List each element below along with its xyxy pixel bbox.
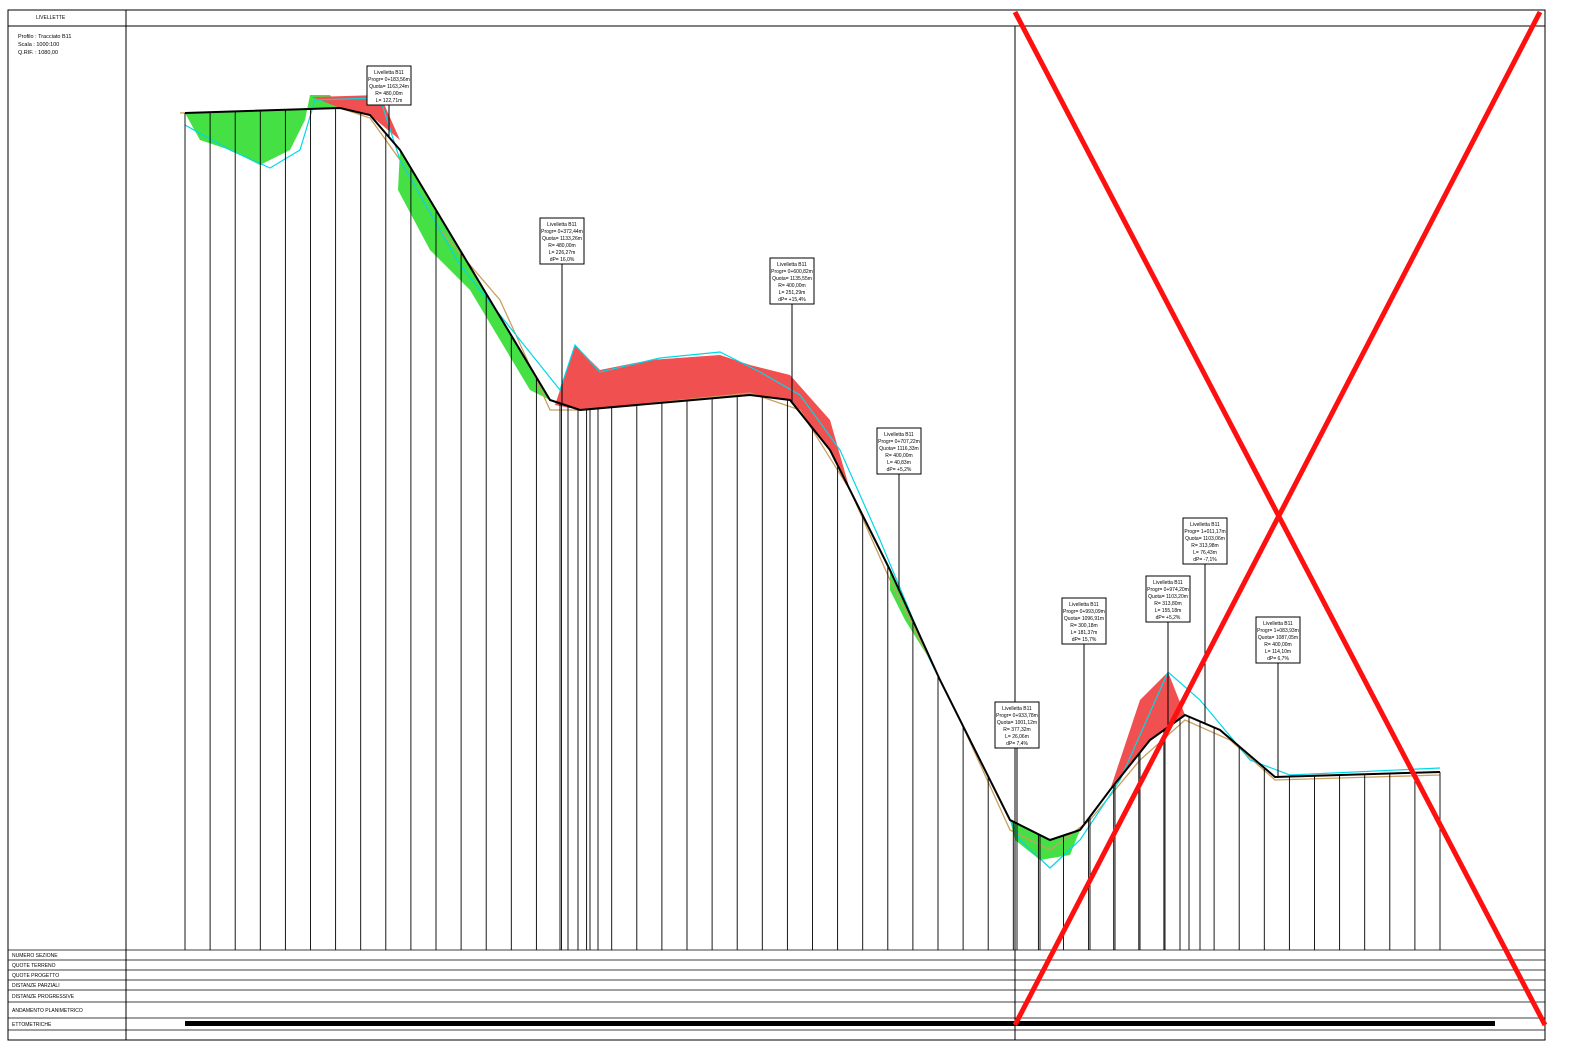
vertex-line: Quota= 1096,91m — [1064, 616, 1104, 622]
fill-area — [555, 345, 850, 490]
vertex-line: L= 155,18m — [1155, 608, 1182, 614]
vertex-line: L= 251,29m — [779, 290, 806, 296]
band-label: LIVELLETTE — [36, 15, 66, 21]
scale: Scala : 1000:100 — [18, 42, 59, 48]
vertex-line: L= 26,06m — [1005, 734, 1029, 740]
vertex-line: Livelletta B11 — [547, 222, 577, 228]
vertex-line: R= 377,32m — [1003, 727, 1030, 733]
vertex-line: Progr= 0+183,56m — [368, 77, 410, 83]
vertex-box — [1182, 517, 1228, 565]
vertex-line: Livelletta B11 — [1002, 706, 1032, 712]
vertex-line: L= 122,71m — [376, 98, 403, 104]
vertex-line: L= 76,43m — [1193, 550, 1217, 556]
vertex-line: R= 480,00m — [375, 91, 402, 97]
vertex-box — [1061, 597, 1107, 645]
vertex-line: Livelletta B11 — [884, 432, 914, 438]
vertex-line: Quota= 1001,12m — [997, 720, 1037, 726]
vertex-line: L= 114,10m — [1265, 649, 1291, 655]
row-label: DISTANZE PARZIALI — [12, 983, 60, 989]
vertex-line: Progr= 0+974,20m — [1147, 587, 1189, 593]
vertex-line: Quota= 1087,05m — [1258, 635, 1298, 641]
vertex-line: Quota= 1103,20m — [1148, 594, 1188, 600]
design-line — [184, 106, 1441, 842]
vertex-box — [1145, 575, 1191, 623]
vertex-box — [539, 217, 585, 265]
profile-name: Profilo : Tracciato B11 — [18, 34, 71, 40]
row-label: NUMERO SEZIONE — [12, 953, 58, 959]
vertex-line: Quota= 1135,55m — [772, 276, 812, 282]
vertex-line: Quota= 1163,24m — [369, 84, 409, 90]
vertex-line: Livelletta B11 — [374, 70, 404, 76]
vertex-line: L= 226,27m — [549, 250, 576, 256]
cut-area — [1010, 820, 1080, 860]
vertex-line: R= 480,00m — [548, 243, 575, 249]
row-label: DISTANZE PROGRESSIVE — [12, 994, 75, 1000]
vertex-line: dP= 15,7% — [1072, 637, 1097, 643]
row-label: ANDAMENTO PLANIMETRICO — [12, 1008, 83, 1014]
cross-out — [1012, 10, 1543, 1027]
vertex-line: Livelletta B11 — [777, 262, 807, 268]
vertex-line: dP= 16,0% — [550, 257, 575, 263]
vertex-line: dP= +5,2% — [1156, 615, 1181, 621]
cut-area — [185, 95, 340, 165]
vertex-line: Quota= 1116,33m — [879, 446, 918, 452]
vertex-line: R= 313,80m — [1154, 601, 1181, 607]
vertex-line: L= 40,83m — [887, 460, 911, 466]
row-label: QUOTE TERRENO — [12, 963, 56, 969]
vertex-line: Progr= 0+600,82m — [771, 269, 813, 275]
vertex-line: Progr= 0+372,44m — [541, 229, 583, 235]
terrain-line — [184, 97, 1441, 869]
vertex-line: L= 181,37m — [1071, 630, 1098, 636]
vertex-line: dP= +15,4% — [778, 297, 806, 303]
vertex-box — [876, 427, 922, 475]
vertex-box — [366, 65, 412, 106]
vertex-line: Progr= 0+993,09m — [1063, 609, 1105, 615]
vertex-line: Livelletta B11 — [1069, 602, 1099, 608]
vertex-line: R= 300,18m — [1070, 623, 1097, 629]
fill-area — [312, 95, 400, 140]
reference: Q.RIF. : 1080,00 — [18, 50, 58, 56]
vertex-line: dP= 7,4% — [1006, 741, 1028, 747]
vertex-box — [1255, 616, 1301, 664]
vertex-line: Progr= 0+707,22m — [878, 439, 920, 445]
vertex-line: R= 400,00m — [1264, 642, 1291, 648]
row-label: ETTOMETRICHE — [12, 1022, 52, 1028]
vertex-line: Livelletta B11 — [1190, 522, 1220, 528]
vertex-line: Progr= 1+083,93m — [1257, 628, 1299, 634]
vertex-line: Quota= 1103,06m — [1185, 536, 1225, 542]
sections — [184, 26, 1441, 1040]
vertex-line: dP= -7,1% — [1193, 557, 1217, 563]
vertex-line: Progr= 1+011,17m — [1184, 529, 1225, 535]
vertex-line: Livelletta B11 — [1263, 621, 1293, 627]
table: NUMERO SEZIONE QUOTE TERRENO QUOTE PROGETT… — [8, 949, 1545, 1031]
vertex-line: dP= +5,2% — [887, 467, 912, 473]
vertex-line: R= 313,98m — [1191, 543, 1218, 549]
vertex-line: Livelletta B11 — [1153, 580, 1183, 586]
band — [7, 9, 1546, 27]
terrain-line — [179, 107, 1441, 851]
vertex-line: Quota= 1133,26m — [542, 236, 582, 242]
vertex-box — [994, 701, 1040, 749]
vertex-line: R= 400,00m — [885, 453, 912, 459]
vertex-line: Progr= 0+933,78m — [996, 713, 1038, 719]
vertex-box — [769, 257, 815, 305]
vertex-line: R= 400,00m — [778, 283, 805, 289]
row-label: QUOTE PROGETTO — [12, 973, 59, 979]
vertex-line: dP= 6,7% — [1267, 656, 1289, 662]
hectometric-bar — [185, 1021, 1495, 1026]
